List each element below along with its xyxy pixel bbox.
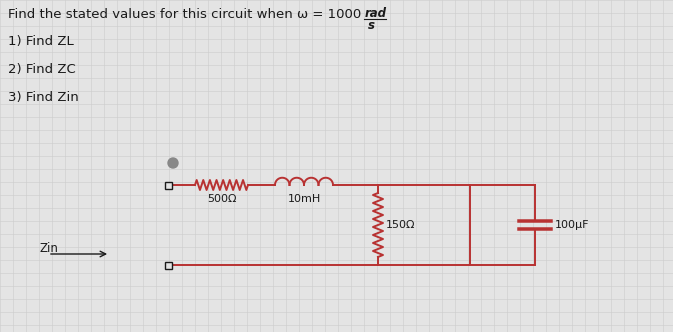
Text: rad: rad xyxy=(365,7,387,20)
Circle shape xyxy=(168,158,178,168)
Text: 100μF: 100μF xyxy=(555,220,590,230)
Text: 1) Find ZL: 1) Find ZL xyxy=(8,35,74,48)
Text: 2) Find ZC: 2) Find ZC xyxy=(8,63,76,76)
Text: 3) Find Zin: 3) Find Zin xyxy=(8,91,79,104)
Bar xyxy=(164,262,172,269)
Text: s: s xyxy=(368,19,375,32)
Bar xyxy=(164,182,172,189)
Text: 150Ω: 150Ω xyxy=(386,220,415,230)
Text: Zin: Zin xyxy=(40,241,59,255)
Text: Find the stated values for this circuit when ω = 1000: Find the stated values for this circuit … xyxy=(8,8,365,21)
Text: 500Ω: 500Ω xyxy=(207,194,236,204)
Text: 10mH: 10mH xyxy=(287,194,320,204)
